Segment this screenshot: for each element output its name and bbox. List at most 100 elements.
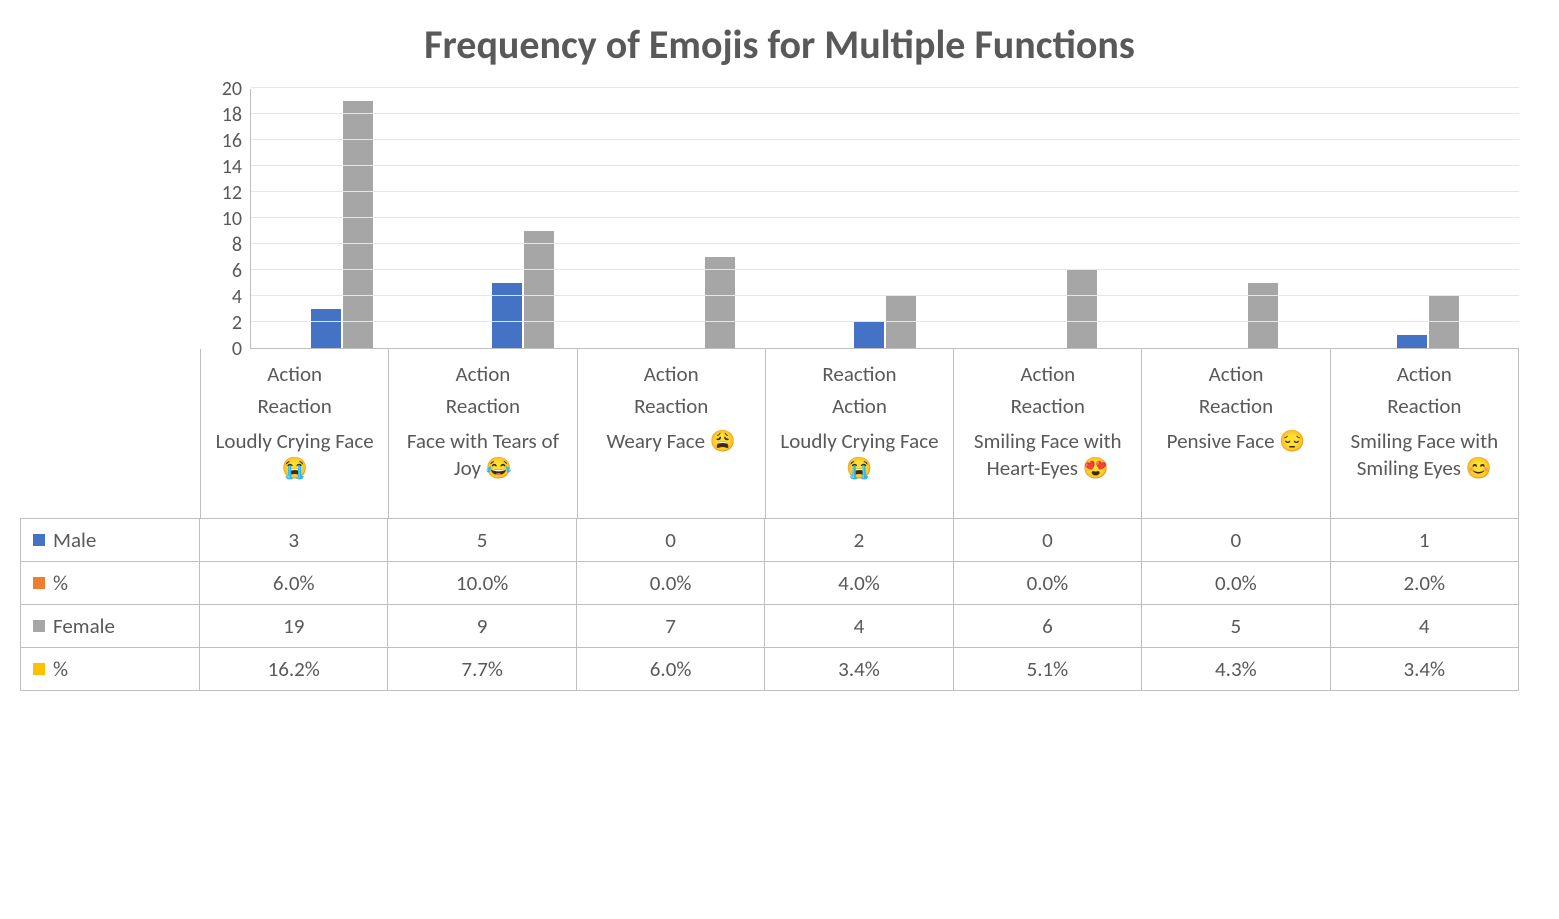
category-name: Pensive Face 😔 — [1148, 428, 1323, 455]
legend-cell-female: Female — [20, 605, 200, 648]
data-cell: 6.0% — [577, 648, 765, 691]
legend-swatch-icon — [33, 577, 45, 589]
category-line1: Action — [207, 359, 382, 391]
data-cell: 5 — [1142, 605, 1330, 648]
bar-group — [432, 89, 613, 348]
gridline — [251, 295, 1519, 296]
y-tick-label: 18 — [222, 105, 242, 125]
y-tick-label: 12 — [222, 183, 242, 203]
legend-cell-female_pct: % — [20, 648, 200, 691]
data-cell: 0 — [1142, 519, 1330, 562]
data-cell: 1 — [1331, 519, 1519, 562]
gridline — [251, 269, 1519, 270]
data-cell: 5 — [388, 519, 576, 562]
bar-male — [311, 309, 341, 348]
data-cell: 10.0% — [388, 562, 576, 605]
data-row-male: Male3502001 — [20, 519, 1519, 562]
y-tick-label: 10 — [222, 209, 242, 229]
legend-label: % — [53, 570, 68, 596]
y-tick-label: 8 — [232, 235, 242, 255]
bar-female — [1067, 270, 1097, 348]
data-cell: 3.4% — [1331, 648, 1519, 691]
y-tick-label: 2 — [232, 313, 242, 333]
category-header-cell: ReactionAction Loudly Crying Face 😭 — [766, 349, 954, 519]
gridline — [251, 165, 1519, 166]
data-cell: 3.4% — [765, 648, 953, 691]
legend-label: Female — [53, 613, 115, 639]
data-cell: 2 — [765, 519, 953, 562]
y-tick-label: 20 — [222, 79, 242, 99]
bar-group — [1157, 89, 1338, 348]
category-header-cell: ActionReaction Pensive Face 😔 — [1142, 349, 1330, 519]
category-name: Weary Face 😩 — [584, 428, 759, 455]
bar-group — [976, 89, 1157, 348]
category-line2: Reaction — [584, 391, 759, 423]
data-cell: 0 — [954, 519, 1142, 562]
gridline — [251, 113, 1519, 114]
category-line1: Reaction — [772, 359, 947, 391]
bar-male — [1397, 335, 1427, 348]
legend-cell-male_pct: % — [20, 562, 200, 605]
data-cell: 0.0% — [577, 562, 765, 605]
data-row-male_pct: %6.0%10.0%0.0%4.0%0.0%0.0%2.0% — [20, 562, 1519, 605]
category-header-cell: ActionReactionLoudly Crying Face 😭 — [200, 349, 389, 519]
y-tick-label: 4 — [232, 287, 242, 307]
data-cell: 4 — [765, 605, 953, 648]
chart-title: Frequency of Emojis for Multiple Functio… — [20, 20, 1539, 69]
legend-swatch-icon — [33, 620, 45, 632]
data-cell: 2.0% — [1331, 562, 1519, 605]
data-cell: 0.0% — [954, 562, 1142, 605]
gridline — [251, 87, 1519, 88]
data-cell: 4.0% — [765, 562, 953, 605]
bars-layer — [251, 89, 1519, 348]
data-cell: 6.0% — [200, 562, 388, 605]
category-line2: Reaction — [1148, 391, 1323, 423]
data-cell: 0.0% — [1142, 562, 1330, 605]
bar-group — [251, 89, 432, 348]
category-line2: Action — [772, 391, 947, 423]
legend-swatch-icon — [33, 534, 45, 546]
legend-cell-male: Male — [20, 519, 200, 562]
data-cell: 16.2% — [200, 648, 388, 691]
data-cell: 7.7% — [388, 648, 576, 691]
legend-swatch-icon — [33, 663, 45, 675]
y-axis: 02468101214161820 — [200, 89, 250, 349]
data-row-female_pct: %16.2%7.7%6.0%3.4%5.1%4.3%3.4% — [20, 648, 1519, 691]
y-tick-label: 14 — [222, 157, 242, 177]
bar-female — [705, 257, 735, 348]
data-table-wrap: ActionReactionLoudly Crying Face 😭Action… — [20, 349, 1539, 691]
y-tick-label: 16 — [222, 131, 242, 151]
y-tick-label: 6 — [232, 261, 242, 281]
data-cell: 0 — [577, 519, 765, 562]
data-cell: 7 — [577, 605, 765, 648]
category-header-cell: ActionReactionSmiling Face with Heart-Ey… — [954, 349, 1142, 519]
bar-female — [1429, 296, 1459, 348]
category-header-row: ActionReactionLoudly Crying Face 😭Action… — [20, 349, 1519, 519]
data-cell: 19 — [200, 605, 388, 648]
bar-female — [886, 296, 916, 348]
gridline — [251, 243, 1519, 244]
category-header-cell: ActionReactionSmiling Face with Smiling … — [1331, 349, 1519, 519]
data-cell: 4.3% — [1142, 648, 1330, 691]
bar-group — [1338, 89, 1519, 348]
bar-male — [854, 322, 884, 348]
category-name: Loudly Crying Face 😭 — [207, 428, 382, 483]
category-name: Loudly Crying Face 😭 — [772, 428, 947, 483]
category-line1: Action — [395, 359, 570, 391]
legend-header-spacer — [20, 349, 200, 519]
gridline — [251, 217, 1519, 218]
legend-label: Male — [53, 527, 96, 553]
category-header-cell: ActionReactionFace with Tears of Joy 😂 — [389, 349, 577, 519]
gridline — [251, 191, 1519, 192]
category-line2: Reaction — [1337, 391, 1512, 423]
category-line2: Reaction — [395, 391, 570, 423]
category-line2: Reaction — [960, 391, 1135, 423]
plot-area — [250, 89, 1519, 349]
bar-male — [492, 283, 522, 348]
gridline — [251, 321, 1519, 322]
plot-wrapper: 02468101214161820 — [200, 89, 1519, 349]
data-cell: 9 — [388, 605, 576, 648]
category-header-cell: ActionReaction Weary Face 😩 — [578, 349, 766, 519]
category-line1: Action — [584, 359, 759, 391]
category-line1: Action — [1148, 359, 1323, 391]
